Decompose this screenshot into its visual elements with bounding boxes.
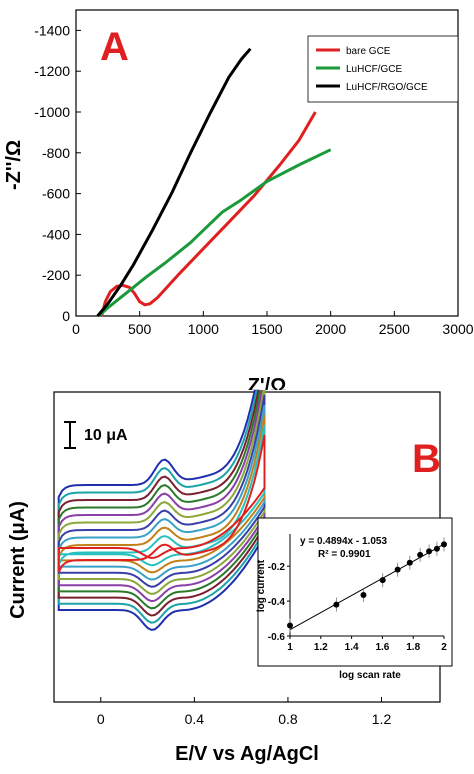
cv-curve-5 [57, 390, 266, 595]
panel-a-ytick-label: -200 [42, 267, 70, 283]
inset-point [441, 541, 447, 548]
legend-label-bare: bare GCE [346, 46, 391, 57]
cv-curve-9 [57, 424, 266, 567]
inset-point [360, 591, 367, 598]
inset-ytick-label: -0.6 [268, 632, 286, 643]
inset-equation: y = 0.4894x - 1.053 [300, 536, 387, 547]
panel-a-xtick-label: 500 [128, 321, 152, 337]
inset-point [333, 601, 340, 608]
panel-b-cv-chart: 0 0.4 0.8 1.2 10 μA B E/V vs Ag/AgCl Curren… [7, 390, 453, 765]
inset-point [394, 566, 401, 573]
inset-point [417, 551, 424, 558]
inset-point [287, 622, 293, 629]
inset-xlabel: log scan rate [339, 670, 401, 681]
panel-b-xtick-label: 0 [97, 711, 105, 727]
panel-b-xlabel: E/V vs Ag/AgCl [175, 743, 319, 765]
panel-a-ytick-label: -1200 [34, 63, 70, 79]
inset-ylabel: log current [256, 559, 267, 612]
panel-a-ytick-label: -800 [42, 145, 70, 161]
panel-a-legend: bare GCE LuHCF/GCE LuHCF/RGO/GCE [307, 35, 459, 103]
panel-b-xtick-label: 1.2 [372, 711, 392, 727]
panel-a-ytick-label: -1000 [34, 104, 70, 120]
panel-a-xtick-label: 1500 [251, 321, 282, 337]
panel-a-xtick-label: 2000 [315, 321, 346, 337]
panel-a-xlabel: Z'/Ω [248, 375, 287, 390]
inset-fit-line [289, 543, 445, 631]
panel-a-ytick-label: -600 [42, 186, 70, 202]
panel-a-xtick-label: 3000 [442, 321, 473, 337]
inset-chart: 1 1.2 1.4 1.6 1.8 2 -0.6 -0.4 -0.2 y = 0.4894x -… [256, 517, 453, 681]
panel-a-xtick-label: 1000 [188, 321, 219, 337]
panel-a-xtick-label: 0 [72, 321, 80, 337]
inset-point [433, 545, 440, 552]
inset-r2: R² = 0.9901 [318, 549, 371, 560]
cv-curve-4 [57, 390, 266, 603]
panel-a-series-0 [100, 111, 317, 317]
inset-point [406, 559, 413, 566]
inset-xtick-label: 1.2 [314, 642, 328, 653]
panel-a-series-1 [97, 148, 332, 318]
panel-b-label: B [412, 437, 441, 481]
scale-bar: 10 μA [64, 421, 128, 449]
panel-b-xtick-label: 0.8 [278, 711, 298, 727]
cv-curve-6 [57, 394, 266, 588]
inset-xtick-label: 1.4 [345, 642, 359, 653]
inset-xtick-label: 1.8 [406, 642, 420, 653]
cv-curve-10 [57, 434, 266, 573]
inset-ytick-label: -0.2 [268, 562, 286, 573]
inset-xtick-label: 1.6 [375, 642, 389, 653]
panel-a-ylabel: -Z''/Ω [3, 140, 25, 190]
inset-point [379, 577, 386, 584]
panel-a-ytick-label: 0 [62, 308, 70, 324]
panel-a-series-2 [96, 47, 252, 317]
panel-a-ytick-label: -1400 [34, 22, 70, 38]
legend-label-luhcf: LuHCF/GCE [346, 64, 402, 75]
panel-a-nyquist-chart: 0 500 1000 1500 2000 2500 3000 0 -200 -400 -600 -80… [3, 9, 474, 390]
inset-xtick-label: 2 [441, 642, 447, 653]
panel-b-xtick-label: 0.4 [185, 711, 205, 727]
panel-a-xtick-label: 2500 [379, 321, 410, 337]
panel-a-ytick-label: -400 [42, 226, 70, 242]
inset-point [426, 548, 433, 555]
cv-curve-7 [57, 404, 266, 581]
panel-a-label: A [100, 25, 129, 69]
inset-xtick-label: 1 [287, 642, 293, 653]
inset-ytick-label: -0.4 [268, 597, 286, 608]
panel-b-ylabel: Current (μA) [7, 501, 29, 619]
legend-label-rgo: LuHCF/RGO/GCE [346, 82, 428, 93]
scale-bar-label: 10 μA [84, 427, 128, 444]
